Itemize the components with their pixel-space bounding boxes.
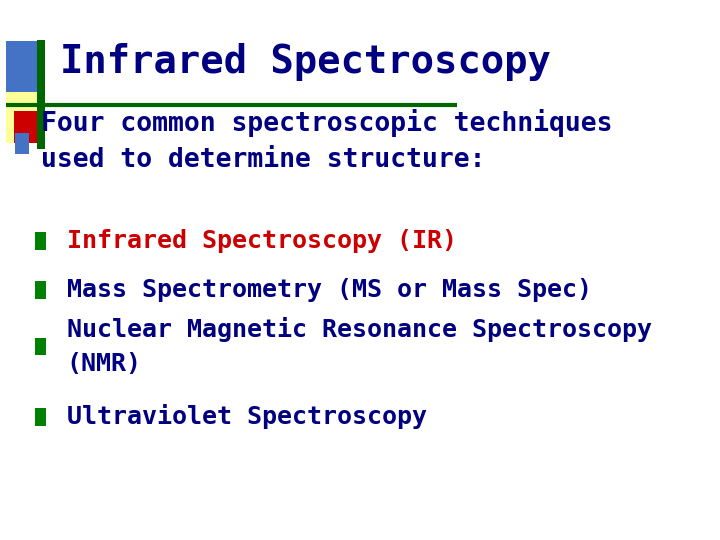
Text: Mass Spectrometry (MS or Mass Spec): Mass Spectrometry (MS or Mass Spec) <box>67 278 592 302</box>
Bar <box>35 232 46 250</box>
Bar <box>35 338 46 355</box>
Text: Infrared Spectroscopy: Infrared Spectroscopy <box>60 43 551 81</box>
Text: Ultraviolet Spectroscopy: Ultraviolet Spectroscopy <box>67 404 427 429</box>
Bar <box>14 111 37 143</box>
Text: Nuclear Magnetic Resonance Spectroscopy
(NMR): Nuclear Magnetic Resonance Spectroscopy … <box>67 318 652 376</box>
Bar <box>37 40 45 148</box>
Text: Four common spectroscopic techniques
used to determine structure:: Four common spectroscopic techniques use… <box>41 110 613 173</box>
Bar <box>6 92 37 143</box>
Bar <box>14 133 29 154</box>
Bar <box>35 408 46 426</box>
Bar <box>35 281 46 299</box>
Text: Infrared Spectroscopy (IR): Infrared Spectroscopy (IR) <box>67 230 456 253</box>
Bar <box>6 40 37 92</box>
